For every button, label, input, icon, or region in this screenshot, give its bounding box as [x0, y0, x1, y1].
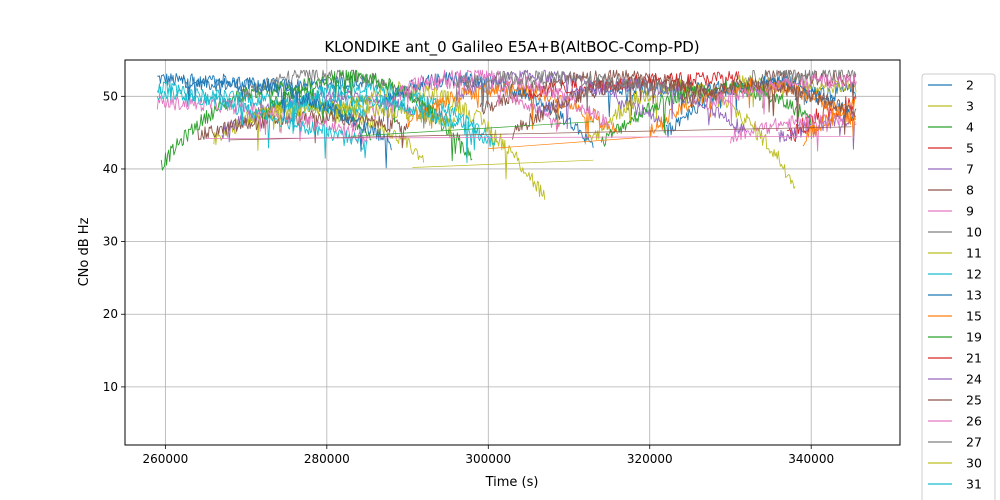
legend-label-13: 13: [966, 288, 982, 303]
legend-label-9: 9: [966, 204, 974, 219]
connector-line: [205, 135, 852, 139]
connector-line: [412, 159, 594, 168]
x-tick-label: 300000: [465, 452, 511, 466]
x-tick-label: 260000: [142, 452, 188, 466]
plot-area-frame: [124, 59, 901, 446]
y-tick-label: 40: [103, 162, 118, 176]
legend-label-3: 3: [966, 99, 974, 114]
y-tick-label: 50: [103, 89, 118, 103]
x-tick-label: 340000: [788, 452, 834, 466]
legend-label-8: 8: [966, 183, 974, 198]
x-tick-label: 280000: [304, 452, 350, 466]
series-line-31: [156, 81, 368, 159]
y-axis-label: CNo dB Hz: [77, 217, 92, 286]
series-line-15: [802, 96, 857, 147]
legend-label-19: 19: [966, 330, 982, 345]
legend: 2 3 4 5 7 8 9 10 11 12 13 15 19 21 24 25 26 27 30 31 33: [921, 73, 996, 500]
series-line-7: [778, 111, 856, 150]
connector-line: [488, 135, 658, 149]
legend-label-2: 2: [966, 78, 974, 93]
y-tick-label: 30: [103, 235, 118, 249]
legend-label-30: 30: [966, 456, 982, 471]
series-line-7: [221, 89, 433, 143]
series-line-33: [181, 73, 392, 169]
legend-label-33: 33: [966, 498, 982, 500]
axis-ticks: 260000 280000 300000 320000 340000 10 20 30 40 50: [103, 89, 834, 466]
legend-label-31: 31: [966, 477, 982, 492]
x-axis-label: Time (s): [485, 475, 539, 490]
series-line-25: [681, 78, 857, 135]
series-line-26: [705, 74, 857, 124]
legend-label-27: 27: [966, 435, 982, 450]
series-line-25: [512, 76, 723, 140]
legend-label-26: 26: [966, 414, 982, 429]
series-line-31: [286, 91, 497, 164]
legend-label-25: 25: [966, 393, 982, 408]
legend-label-21: 21: [966, 351, 982, 366]
series-line-27: [455, 70, 667, 113]
legend-label-10: 10: [966, 225, 982, 240]
series-line-8: [197, 110, 409, 149]
legend-label-4: 4: [966, 120, 974, 135]
legend-label-12: 12: [966, 267, 982, 282]
y-tick-label: 10: [103, 380, 118, 394]
legend-label-11: 11: [966, 246, 982, 261]
legend-label-24: 24: [966, 372, 982, 387]
legend-label-15: 15: [966, 309, 982, 324]
chart-title: KLONDIKE ant_0 Galileo E5A+B(AltBOC-Comp…: [324, 38, 699, 57]
plot-lines: [156, 69, 857, 200]
connector-line: [350, 121, 594, 137]
legend-label-5: 5: [966, 141, 974, 156]
legend-label-7: 7: [966, 162, 974, 177]
x-tick-label: 320000: [627, 452, 673, 466]
legend-frame: [921, 73, 996, 500]
y-tick-label: 20: [103, 307, 118, 321]
series-line-30: [245, 99, 457, 139]
